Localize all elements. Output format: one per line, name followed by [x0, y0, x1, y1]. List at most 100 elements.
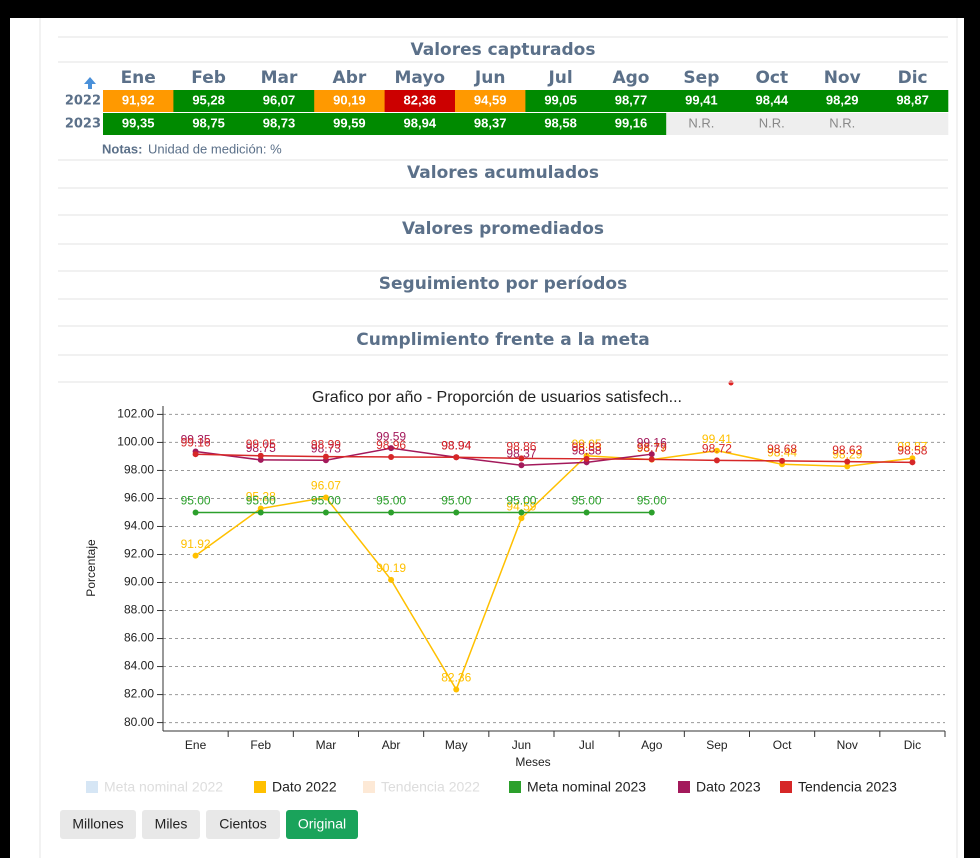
cell-value: 99,05	[544, 92, 577, 107]
cell	[525, 90, 597, 112]
data-label: 95.00	[572, 494, 602, 508]
cell-value: 98,75	[192, 115, 225, 130]
data-label: 98.94	[441, 438, 471, 452]
legend-label[interactable]: Dato 2023	[696, 779, 761, 795]
cell	[173, 90, 245, 112]
table-title: Valores capturados	[411, 40, 596, 60]
legend-label[interactable]: Dato 2022	[272, 779, 337, 795]
point	[192, 552, 199, 559]
cell	[595, 113, 667, 135]
point	[779, 457, 786, 464]
cell	[877, 113, 949, 135]
point	[518, 455, 525, 462]
data-label: 98.99	[311, 438, 341, 452]
point	[322, 453, 329, 460]
point	[388, 509, 395, 516]
point	[909, 459, 916, 466]
cell-value: N.R.	[759, 115, 785, 130]
data-label: 98.68	[767, 442, 797, 456]
legend-swatch[interactable]	[363, 781, 375, 793]
data-label: 95.00	[637, 494, 667, 508]
column-header: Mayo	[394, 68, 445, 88]
cell-value: 98,44	[756, 92, 789, 107]
cell-value: 98,29	[826, 92, 859, 107]
legend-swatch[interactable]	[86, 781, 98, 793]
point	[518, 515, 525, 522]
button[interactable]	[286, 810, 358, 839]
legend-swatch[interactable]	[509, 781, 521, 793]
data-label: 96.07	[311, 479, 341, 493]
point	[192, 509, 199, 516]
data-label: 98.86	[506, 440, 536, 454]
cell	[243, 113, 315, 135]
cell-value: 99,35	[122, 115, 155, 130]
button-label[interactable]: Cientos	[219, 816, 266, 832]
button[interactable]	[60, 810, 136, 839]
column-header: Mar	[261, 68, 298, 88]
cell-value: 90,19	[333, 92, 366, 107]
legend-label[interactable]: Meta nominal 2023	[527, 779, 646, 795]
point	[453, 454, 460, 461]
cell-value: 98,94	[404, 115, 437, 130]
x-tick-label: Oct	[773, 738, 792, 752]
data-label: 99.05	[246, 437, 276, 451]
x-tick-label: Nov	[837, 738, 858, 752]
button[interactable]	[142, 810, 200, 839]
data-label: 98.94	[441, 438, 471, 452]
data-label: 99.05	[572, 437, 602, 451]
point	[518, 462, 525, 469]
point	[388, 453, 395, 460]
column-header: Nov	[824, 68, 861, 88]
data-label: 98.73	[311, 441, 341, 455]
dot	[728, 380, 734, 386]
data-label: 99.16	[637, 435, 667, 449]
point	[257, 456, 264, 463]
point	[453, 686, 460, 693]
x-tick-label: Ago	[641, 738, 663, 752]
cell-value: 99,16	[615, 115, 648, 130]
cell-value: 99,59	[333, 115, 366, 130]
point	[648, 451, 655, 458]
data-label: 99.41	[702, 432, 732, 446]
y-tick-label: 82.00	[124, 687, 154, 701]
legend-label[interactable]: Tendencia 2023	[798, 779, 897, 795]
point	[518, 509, 525, 516]
data-label: 98.83	[572, 440, 602, 454]
legend-label[interactable]: Meta nominal 2022	[104, 779, 223, 795]
section-title[interactable]: Valores promediados	[402, 219, 604, 239]
legend-swatch[interactable]	[780, 781, 792, 793]
cell	[807, 113, 878, 135]
button-label[interactable]: Miles	[155, 816, 188, 832]
notes-text: Unidad de medición: %	[148, 141, 282, 156]
legend-swatch[interactable]	[254, 781, 266, 793]
cell	[103, 90, 174, 112]
cell-value: 98,58	[544, 115, 577, 130]
legend-label[interactable]: Tendencia 2022	[381, 779, 480, 795]
cell	[455, 113, 526, 135]
cell-value: 98,87	[896, 92, 929, 107]
section-title[interactable]: Valores acumulados	[407, 163, 599, 183]
button-label[interactable]: Millones	[72, 816, 123, 832]
section-title[interactable]: Cumplimiento frente a la meta	[356, 330, 649, 350]
section-title[interactable]: Seguimiento por períodos	[379, 274, 627, 294]
cell-value: 82,36	[404, 92, 437, 107]
cell-value: 94,59	[474, 92, 507, 107]
x-tick-label: Jul	[579, 738, 594, 752]
cell-value: 99,41	[685, 92, 718, 107]
point	[257, 452, 264, 459]
button-label[interactable]: Original	[298, 816, 346, 832]
button[interactable]	[206, 810, 280, 839]
cell-value: 96,07	[263, 92, 296, 107]
point	[322, 509, 329, 516]
column-header: Sep	[683, 68, 719, 88]
y-tick-label: 90.00	[124, 575, 154, 589]
point	[713, 457, 720, 464]
point	[844, 458, 851, 465]
sort-icon[interactable]	[84, 77, 96, 89]
y-tick-label: 100.00	[117, 435, 154, 449]
y-tick-label: 80.00	[124, 715, 154, 729]
column-header: Jun	[474, 68, 506, 88]
point	[713, 447, 720, 454]
data-label: 98.29	[832, 448, 862, 462]
legend-swatch[interactable]	[678, 781, 690, 793]
